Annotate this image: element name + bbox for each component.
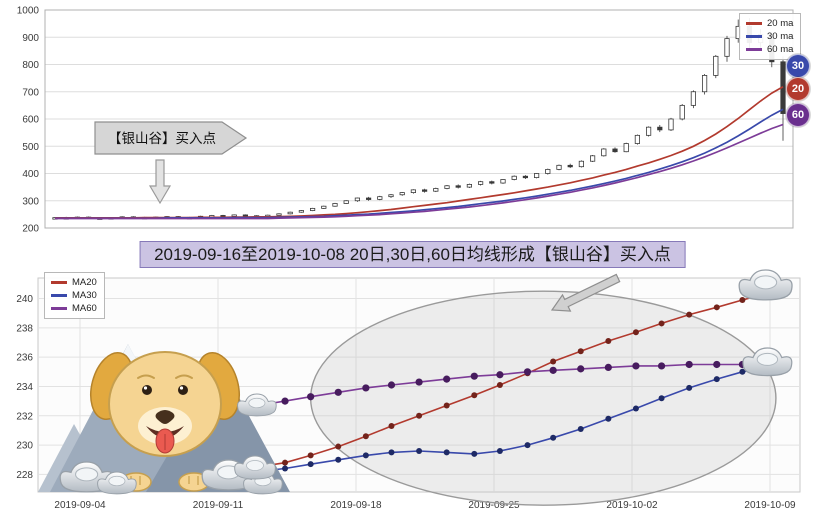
svg-text:900: 900 (22, 33, 39, 44)
legend-label: MA20 (72, 276, 97, 288)
legend-item-30ma: 30 ma (746, 30, 793, 43)
legend-swatch (746, 22, 762, 25)
legend-swatch (746, 48, 762, 51)
top-candlestick-chart: 200 300 400 500 600 700 800 900 1000 【银山谷】买入点 (17, 6, 794, 235)
top-y-axis-labels: 200 300 400 500 600 700 800 900 1000 (17, 6, 40, 235)
legend-swatch (746, 35, 762, 38)
x-tick-label: 2019-09-25 (468, 500, 520, 511)
ma20-badge: 20 (786, 77, 810, 101)
legend-item-60ma: 60 ma (746, 43, 793, 56)
legend-label: 60 ma (767, 43, 794, 55)
legend-item-20ma: 20 ma (746, 17, 793, 30)
top-chart-legend: 20 ma 30 ma 60 ma (739, 13, 802, 60)
bottom-ma-line-chart: 228 230 232 234 236 238 240 2019-09-04 2019-09-1… (16, 269, 801, 511)
silver-valley-callout-text: 【银山谷】买入点 (108, 131, 216, 146)
legend-swatch (51, 294, 67, 297)
legend-label: MA60 (72, 302, 97, 314)
silver-valley-highlight-ellipse (309, 290, 777, 506)
silver-valley-banner: 2019-09-16至2019-10-08 20日,30日,60日均线形成【银山… (139, 241, 686, 268)
svg-text:230: 230 (16, 441, 33, 452)
silver-valley-callout: 【银山谷】买入点 (94, 121, 248, 205)
legend-item-MA30: MA30 (51, 289, 97, 302)
ma-line-MA20 (257, 291, 771, 468)
svg-text:700: 700 (22, 87, 39, 98)
x-tick-label: 2019-10-02 (606, 500, 658, 511)
svg-text:500: 500 (22, 142, 39, 153)
buy-point-down-arrow (148, 159, 172, 205)
banner-text: 2019-09-16至2019-10-08 20日,30日,60日均线形成【银山… (154, 245, 671, 264)
svg-text:236: 236 (16, 353, 33, 364)
svg-text:232: 232 (16, 411, 33, 422)
x-tick-label: 2019-09-11 (193, 500, 244, 511)
svg-text:240: 240 (16, 294, 33, 305)
legend-item-MA60: MA60 (51, 302, 97, 315)
legend-label: MA30 (72, 289, 97, 301)
svg-text:200: 200 (22, 224, 39, 235)
ma60-badge: 60 (786, 103, 810, 127)
x-tick-label: 2019-09-04 (54, 500, 106, 511)
bottom-chart-legend: MA20 MA30 MA60 (44, 272, 105, 319)
top-ma-line-60ma (55, 123, 784, 220)
dog-mascot-image (90, 351, 240, 492)
svg-text:300: 300 (22, 196, 39, 207)
svg-text:228: 228 (16, 470, 33, 481)
svg-text:238: 238 (16, 323, 33, 334)
legend-label: 30 ma (767, 30, 794, 42)
legend-label: 20 ma (767, 17, 794, 29)
x-tick-label: 2019-10-09 (744, 500, 796, 511)
svg-text:234: 234 (16, 382, 33, 393)
svg-text:800: 800 (22, 60, 39, 71)
legend-swatch (51, 281, 67, 284)
svg-text:400: 400 (22, 169, 39, 180)
ma-line-MA30 (257, 365, 771, 473)
x-tick-label: 2019-09-18 (330, 500, 382, 511)
decorative-artwork (38, 269, 793, 495)
ma-line-MA60 (257, 363, 771, 407)
ma30-badge: 30 (786, 54, 810, 78)
legend-swatch (51, 307, 67, 310)
svg-text:600: 600 (22, 115, 39, 126)
ma-dots-MA60 (253, 360, 774, 410)
legend-item-MA20: MA20 (51, 276, 97, 289)
svg-text:1000: 1000 (17, 6, 40, 17)
banner-to-ellipse-arrow (550, 273, 621, 312)
